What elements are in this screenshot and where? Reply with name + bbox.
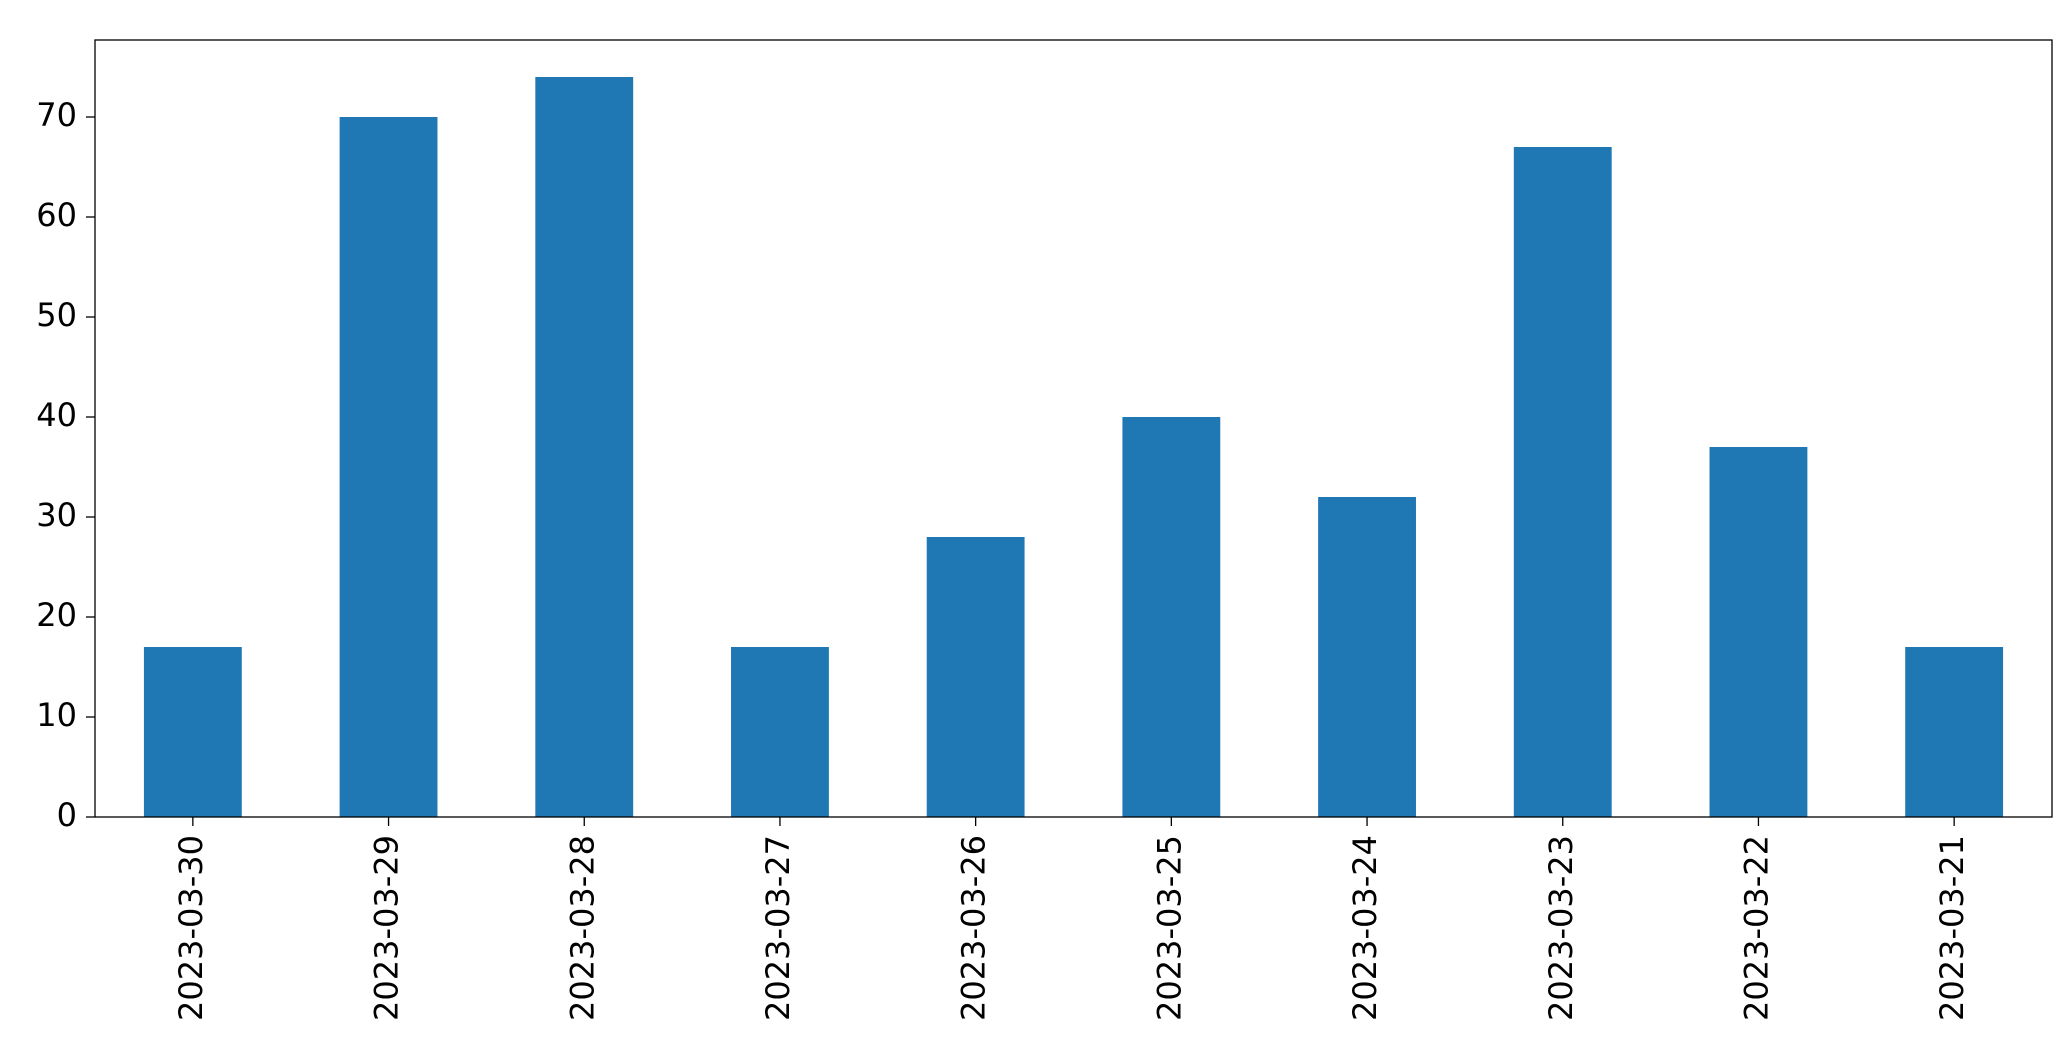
x-tick-label: 2023-03-22 [1737, 835, 1775, 1021]
y-tick-label: 10 [36, 696, 77, 734]
x-tick-label: 2023-03-28 [563, 835, 601, 1021]
x-tick-label: 2023-03-26 [955, 835, 993, 1021]
bar [731, 647, 829, 817]
x-tick-label: 2023-03-21 [1933, 835, 1971, 1021]
y-tick-label: 20 [36, 596, 77, 634]
plot-frame [94, 39, 2053, 818]
bar [535, 77, 634, 817]
x-tick-label: 2023-03-27 [759, 835, 797, 1021]
bar [339, 117, 438, 817]
bar [1513, 147, 1612, 817]
bar [1122, 417, 1221, 817]
bar [1318, 497, 1416, 817]
x-tick-label: 2023-03-25 [1150, 835, 1188, 1021]
x-tick-label: 2023-03-23 [1542, 835, 1580, 1021]
bar [1905, 647, 2004, 817]
bar [143, 647, 242, 817]
y-tick-label: 30 [36, 496, 77, 534]
x-tick-label: 2023-03-29 [368, 835, 406, 1021]
bar [1709, 447, 1808, 817]
y-tick-label: 70 [36, 96, 77, 134]
y-tick-label: 50 [36, 296, 77, 334]
y-tick-label: 40 [36, 396, 77, 434]
bar [926, 537, 1025, 817]
y-tick-label: 60 [36, 196, 77, 234]
x-tick-label: 2023-03-24 [1346, 835, 1384, 1021]
x-tick-label: 2023-03-30 [172, 835, 210, 1021]
y-tick-label: 0 [57, 796, 77, 834]
